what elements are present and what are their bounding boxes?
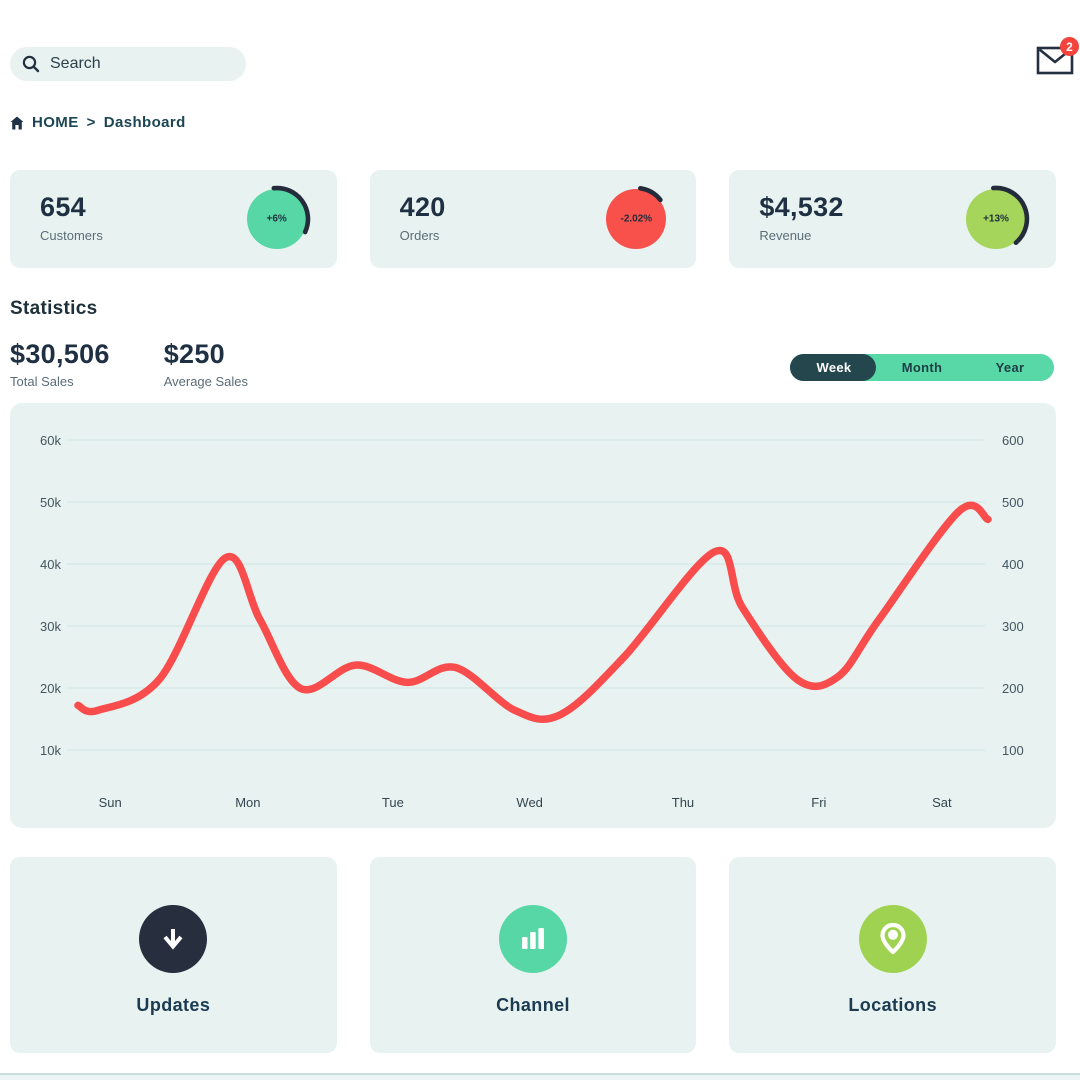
toggle-option-week[interactable]: Week [816, 360, 852, 375]
range-toggle: Week Month Year [790, 354, 1054, 381]
svg-text:Fri: Fri [811, 795, 826, 810]
progress-ring-icon [246, 185, 310, 249]
stat-card-customers: 654 Customers +6% [10, 170, 337, 268]
svg-text:Tue: Tue [382, 795, 404, 810]
breadcrumb-current[interactable]: Dashboard [103, 114, 186, 131]
mail-button[interactable]: 2 [1036, 37, 1079, 80]
locations-label: Locations [848, 995, 937, 1015]
total-sales-value: $30,506 [10, 339, 110, 369]
average-sales-value: $250 [163, 339, 225, 369]
updates-label: Updates [136, 995, 211, 1015]
svg-text:10k: 10k [40, 743, 61, 758]
statistics-title: Statistics [10, 298, 98, 319]
line-chart-canvas: 60k 600 50k 500 40k 400 30k 300 20k 200 10k 100 Sun M… [40, 433, 1024, 810]
stat-label: Customers [40, 228, 103, 243]
total-sales-label: Total Sales [10, 374, 74, 389]
bottom-cards-row: Updates Channel Locations [10, 857, 1057, 1053]
breadcrumb-home-link[interactable]: HOME [32, 114, 79, 131]
svg-text:Sun: Sun [99, 795, 122, 810]
stat-label: Revenue [759, 228, 812, 243]
svg-text:Mon: Mon [235, 795, 260, 810]
search-bar[interactable] [10, 47, 246, 81]
footer-strip [0, 1073, 1080, 1080]
stat-value: 654 [40, 192, 86, 222]
stat-label: Orders [399, 228, 440, 243]
toggle-option-month[interactable]: Month [901, 360, 943, 375]
svg-text:200: 200 [1002, 681, 1024, 696]
svg-text:Thu: Thu [672, 795, 694, 810]
stat-card-revenue: $4,532 Revenue +13% [729, 170, 1057, 268]
breadcrumb: HOME > Dashboard [10, 114, 186, 131]
svg-text:Sat: Sat [932, 795, 952, 810]
search-input[interactable] [50, 55, 210, 73]
svg-text:20k: 20k [40, 681, 61, 696]
toggle-option-year[interactable]: Year [995, 360, 1025, 375]
search-icon [22, 55, 40, 73]
total-sales-block: $30,506 Total Sales [10, 339, 110, 389]
svg-text:400: 400 [1002, 557, 1024, 572]
average-sales-label: Average Sales [163, 374, 249, 389]
channel-card[interactable]: Channel [369, 857, 697, 1053]
channel-label: Channel [496, 995, 570, 1015]
stat-value: $4,532 [759, 192, 844, 222]
progress-ring-icon [966, 185, 1030, 249]
mail-icon [1036, 46, 1074, 75]
toggle-selected-pill [790, 354, 876, 381]
updates-card[interactable]: Updates [10, 857, 337, 1053]
svg-text:60k: 60k [40, 433, 61, 448]
breadcrumb-separator: > [86, 114, 96, 131]
locations-circle [858, 905, 927, 973]
svg-text:Wed: Wed [516, 795, 543, 810]
svg-text:600: 600 [1002, 433, 1024, 448]
stat-card-orders: 420 Orders -2.02% [369, 170, 697, 268]
svg-text:30k: 30k [40, 619, 61, 634]
stat-value: 420 [399, 192, 446, 222]
home-icon [10, 116, 24, 129]
stat-cards-row: 654 Customers +6% 420 Orders -2.02% $4,5… [10, 170, 1057, 268]
arrow-down-icon [163, 929, 183, 950]
totals-row: $30,506 Total Sales $250 Average Sales [10, 339, 248, 389]
average-sales-block: $250 Average Sales [164, 339, 248, 389]
updates-circle [139, 905, 208, 973]
progress-ring-icon [606, 186, 667, 249]
svg-text:50k: 50k [40, 495, 61, 510]
locations-card[interactable]: Locations [729, 857, 1057, 1053]
svg-text:40k: 40k [40, 557, 61, 572]
channel-circle [499, 905, 567, 973]
svg-text:500: 500 [1002, 495, 1024, 510]
bar-chart-icon [522, 928, 544, 949]
map-pin-icon [880, 922, 906, 955]
sales-line-chart: 60k 600 50k 500 40k 400 30k 300 20k 200 10k 100 Sun M… [10, 403, 1056, 828]
mail-badge: 2 [1060, 37, 1079, 56]
svg-text:100: 100 [1002, 743, 1024, 758]
svg-text:300: 300 [1002, 619, 1024, 634]
